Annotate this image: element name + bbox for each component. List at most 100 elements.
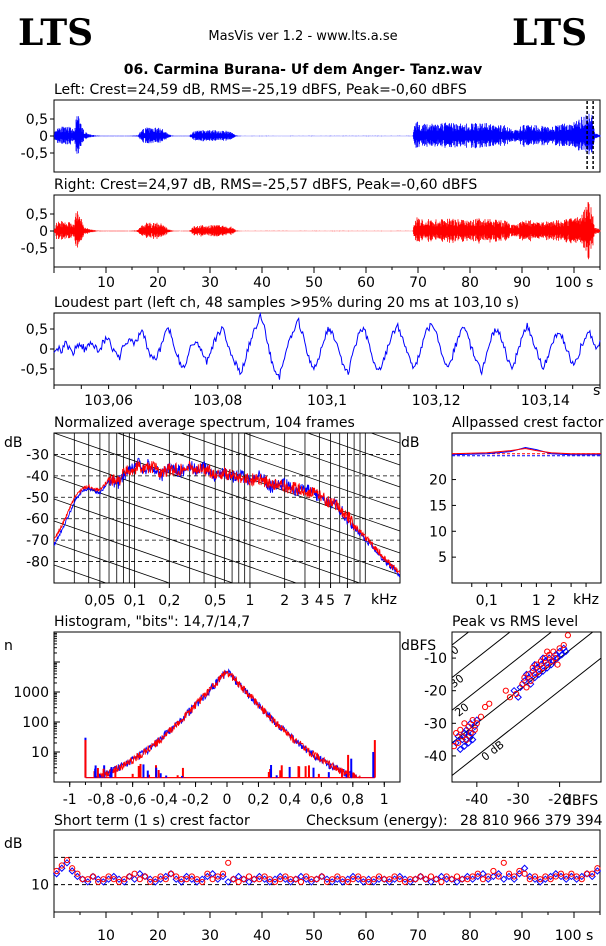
short-term-point-left [494, 870, 503, 878]
spectrum-ytick-label: -50 [26, 490, 49, 506]
time-tick-label: 70 [409, 275, 427, 291]
logo-right: LTS [512, 12, 587, 54]
peak-rms-point-right [552, 654, 559, 662]
short-term-point-right [360, 876, 367, 883]
short-term-crest-title: Short term (1 s) crest factor [54, 813, 250, 829]
short-term-point-right [256, 876, 263, 883]
short-term-point-right [162, 876, 169, 883]
peak-rms-point-right [486, 700, 493, 707]
short-term-xtick-label: 60 [357, 928, 375, 944]
short-term-point-right [147, 878, 154, 886]
left-wave-ytick-label: 0 [39, 129, 48, 145]
short-term-point-right [58, 862, 65, 869]
short-term-point-right [188, 873, 195, 880]
short-term-point-right [74, 870, 81, 877]
time-tick-label: 50 [305, 275, 323, 291]
short-term-xtick-label: 50 [305, 928, 323, 944]
short-term-point-right [110, 876, 117, 883]
peak-rms-point-right [523, 684, 530, 691]
short-term-point-right [63, 856, 71, 864]
logo-left: LTS [18, 12, 93, 54]
crest-line-label: 0 dB [479, 738, 507, 764]
peak-rms-point-left [557, 651, 566, 659]
short-term-point-right [339, 876, 346, 883]
histogram-ylabel: n [4, 638, 13, 654]
short-term-point-right [495, 873, 502, 880]
short-term-point-left [130, 875, 139, 883]
short-term-point-right [401, 878, 409, 886]
short-term-point-right [209, 876, 216, 883]
crest-line-label: 40 [443, 643, 462, 662]
peak-rms-point-left [562, 647, 570, 656]
short-term-point-left [552, 870, 560, 878]
short-term-point-right [297, 878, 305, 886]
spectrum-slope-line [54, 433, 400, 554]
short-term-point-right [84, 876, 91, 883]
short-term-point-left [344, 875, 352, 883]
short-term-point-left [245, 878, 253, 886]
short-term-point-right [323, 878, 331, 886]
short-term-xtick-label: 80 [461, 928, 479, 944]
short-term-point-right [266, 876, 273, 883]
short-term-point-right [568, 870, 575, 877]
short-term-point-right [386, 876, 393, 883]
histogram-plot: 1000 100 10 -1 -0,8 -0,6 -0,4 -0,2 0 0,2 0,4 0,6 0,8… [13, 632, 389, 808]
peak-rms-point-right [521, 674, 528, 681]
peak-rms-point-left [539, 654, 547, 662]
short-term-point-right [396, 876, 403, 883]
loudest-xtick-label: 103,08 [193, 393, 242, 409]
short-term-point-right [157, 873, 164, 880]
allpassed-crest-plot: 20 15 10 5 0,1 1 2 [429, 446, 601, 609]
loudest-xtick-label: 103,06 [84, 393, 133, 409]
short-term-point-left [297, 872, 305, 881]
spectrum-ytick-label: -80 [26, 555, 49, 571]
peak-rms-xlabel: dBFS [563, 793, 598, 809]
spectrum-slope-line [54, 631, 400, 751]
spectrum-xunit: kHz [371, 592, 397, 608]
short-term-point-right [490, 867, 497, 875]
short-term-xtick-label: 70 [409, 928, 427, 944]
short-term-point-right [136, 876, 143, 883]
time-tick-label: 60 [357, 275, 375, 291]
peak-rms-point-right [455, 739, 462, 746]
spectrum-slope-line [243, 433, 400, 488]
right-wave-ytick-label: -0,5 [21, 241, 48, 257]
short-term-point-right [219, 870, 227, 877]
left-wave-ytick-label: -0,5 [21, 146, 48, 162]
short-term-point-right [479, 876, 487, 883]
left-waveform-title: Left: Crest=24,59 dB, RMS=-25,19 dBFS, P… [54, 82, 467, 98]
short-term-point-left [500, 875, 508, 883]
spectrum-xtick-label: 0,1 [123, 593, 145, 609]
peak-rms-point-right [550, 648, 557, 655]
short-term-point-left [276, 872, 284, 881]
peak-rms-ytick-label: -30 [424, 716, 447, 732]
right-wave-trace [53, 202, 601, 260]
peak-rms-point-right [529, 664, 536, 671]
allpassed-ytick-label: 15 [429, 498, 447, 514]
spectrum-title: Normalized average spectrum, 104 frames [54, 415, 355, 431]
short-term-point-right [69, 865, 76, 872]
histogram-xtick-label: -0,2 [182, 792, 209, 808]
peak-rms-ytick-label: -10 [424, 651, 447, 667]
spectrum-ylabel: dB [4, 435, 23, 451]
short-term-point-left [520, 864, 529, 872]
allpassed-ylabel: dB [401, 435, 420, 451]
short-term-point-right [292, 876, 299, 883]
loudest-part-trace [53, 311, 601, 380]
allpassed-ytick-label: 10 [429, 524, 447, 540]
allpassed-xtick-label: 0,1 [476, 593, 498, 609]
short-term-point-left [162, 872, 170, 881]
short-term-point-left [396, 872, 404, 881]
allpassed-crest-title: Allpassed crest factor [452, 415, 604, 431]
spectrum-slope-line [179, 433, 400, 510]
short-term-point-right [131, 870, 138, 877]
short-term-xtick-label: 20 [149, 928, 167, 944]
histogram-ytick-label: 100 [22, 715, 49, 731]
peak-rms-point-right [537, 658, 545, 665]
short-term-point-right [167, 870, 175, 877]
short-term-point-left [198, 875, 206, 883]
peak-rms-point-right [533, 661, 540, 668]
peak-rms-point-right [542, 654, 549, 662]
short-term-point-right [459, 876, 466, 883]
